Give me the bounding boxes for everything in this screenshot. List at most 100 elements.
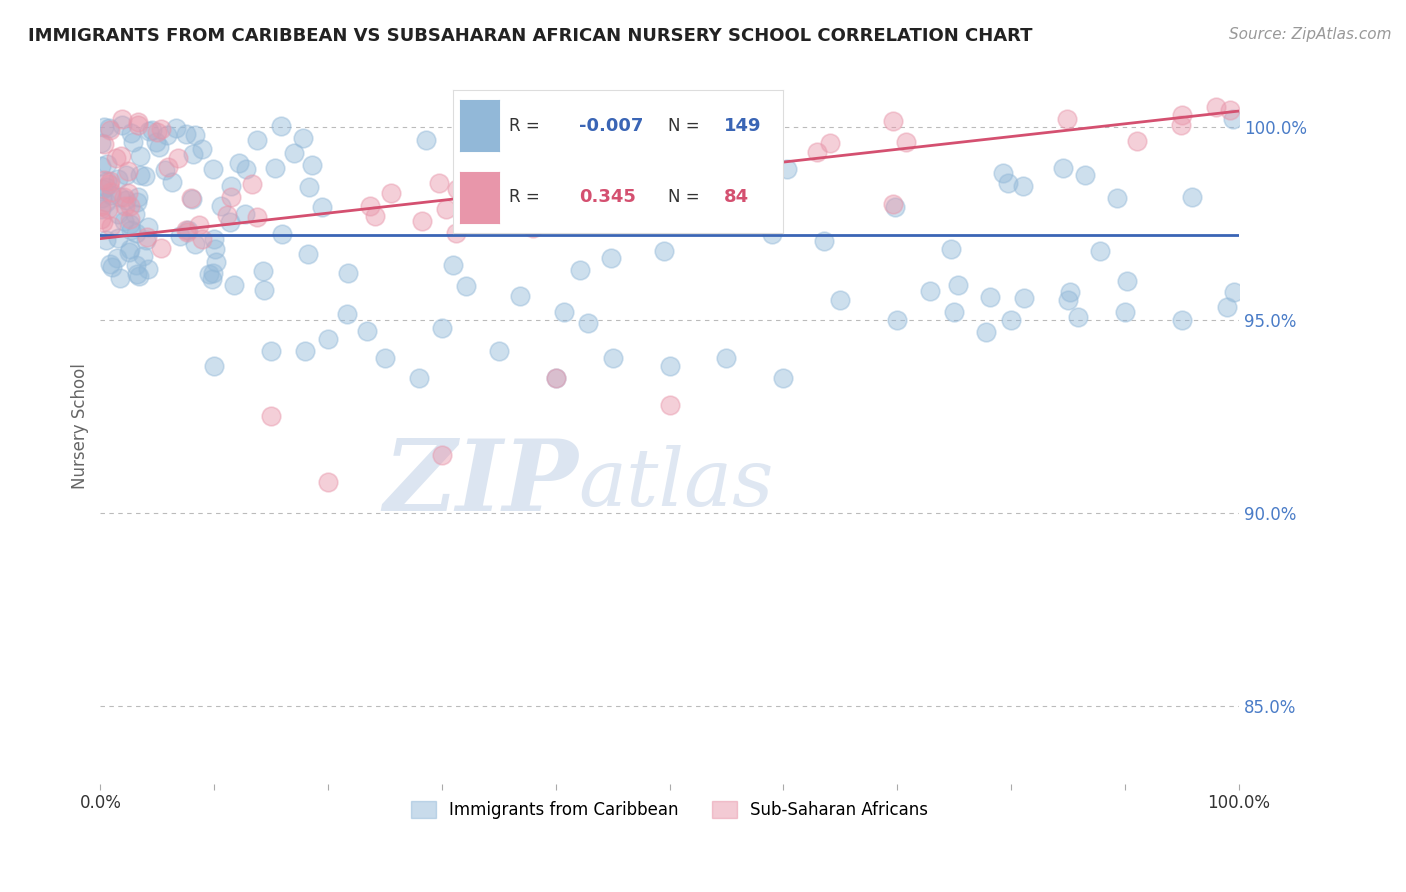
Point bbox=[672, 199, 695, 213]
Y-axis label: Nursery School: Nursery School bbox=[72, 363, 89, 489]
Point bbox=[658, 158, 681, 172]
Point bbox=[235, 162, 257, 177]
Point bbox=[1115, 275, 1137, 289]
Point bbox=[105, 251, 128, 265]
Point bbox=[359, 198, 381, 212]
Point bbox=[115, 193, 138, 207]
Point bbox=[441, 258, 464, 272]
Point bbox=[1000, 313, 1022, 327]
Point bbox=[1105, 191, 1128, 205]
Point bbox=[576, 180, 599, 194]
Point bbox=[364, 209, 387, 223]
Point bbox=[97, 121, 120, 136]
Point bbox=[894, 135, 917, 149]
Point bbox=[190, 232, 212, 246]
Point bbox=[775, 162, 797, 177]
Point bbox=[488, 201, 510, 215]
Point bbox=[298, 180, 321, 194]
Point bbox=[134, 169, 156, 183]
Point bbox=[884, 200, 907, 214]
Point bbox=[165, 120, 187, 135]
Point bbox=[716, 351, 738, 366]
Point bbox=[121, 135, 143, 149]
Point bbox=[94, 179, 117, 194]
Point bbox=[107, 172, 129, 186]
Point bbox=[115, 168, 138, 182]
Point bbox=[451, 184, 474, 198]
Point bbox=[202, 359, 225, 374]
Point bbox=[297, 247, 319, 261]
Point bbox=[125, 267, 148, 281]
Point bbox=[114, 198, 136, 212]
Point bbox=[127, 190, 149, 204]
Point bbox=[117, 186, 139, 201]
Point bbox=[91, 214, 114, 228]
Point bbox=[882, 114, 904, 128]
Point bbox=[614, 192, 637, 206]
Point bbox=[434, 202, 457, 216]
Point bbox=[145, 136, 167, 150]
Point bbox=[180, 192, 202, 206]
Point bbox=[503, 192, 526, 206]
Point bbox=[1090, 244, 1112, 259]
Point bbox=[107, 231, 129, 245]
Point bbox=[90, 212, 112, 227]
Point bbox=[128, 169, 150, 183]
Point bbox=[979, 290, 1001, 304]
Point bbox=[380, 186, 402, 200]
Point bbox=[222, 277, 245, 292]
Point bbox=[1059, 285, 1081, 299]
Point bbox=[219, 179, 242, 194]
Point bbox=[184, 128, 207, 143]
Point bbox=[1067, 310, 1090, 324]
Point bbox=[1012, 291, 1035, 305]
Point bbox=[882, 197, 904, 211]
Point bbox=[135, 233, 157, 247]
Point bbox=[93, 120, 115, 134]
Point bbox=[1223, 285, 1246, 299]
Point bbox=[252, 263, 274, 277]
Point bbox=[246, 210, 269, 224]
Point bbox=[110, 149, 132, 163]
Point bbox=[202, 161, 225, 176]
Point bbox=[219, 189, 242, 203]
Point bbox=[920, 284, 942, 298]
Point bbox=[100, 187, 122, 202]
Point bbox=[90, 191, 112, 205]
Point bbox=[228, 155, 250, 169]
Point bbox=[1074, 168, 1097, 182]
Point bbox=[167, 151, 190, 165]
Point bbox=[246, 133, 269, 147]
Point bbox=[1170, 118, 1192, 132]
Point bbox=[204, 242, 226, 256]
Point bbox=[260, 409, 283, 424]
Point bbox=[112, 214, 135, 228]
Point bbox=[124, 258, 146, 272]
Point bbox=[427, 176, 450, 190]
Point bbox=[1171, 108, 1194, 122]
Point bbox=[658, 359, 681, 374]
Text: ZIP: ZIP bbox=[384, 435, 578, 532]
Point bbox=[294, 343, 316, 358]
Point bbox=[260, 343, 283, 358]
Point bbox=[818, 136, 841, 150]
Point bbox=[233, 207, 256, 221]
Point bbox=[202, 266, 225, 280]
Point bbox=[374, 351, 396, 366]
Point bbox=[1056, 112, 1078, 126]
Point bbox=[430, 448, 453, 462]
Point bbox=[148, 140, 170, 154]
Point bbox=[301, 158, 323, 172]
Point bbox=[761, 227, 783, 241]
Point bbox=[672, 141, 695, 155]
Point bbox=[112, 190, 135, 204]
Point bbox=[946, 277, 969, 292]
Point bbox=[191, 142, 214, 156]
Point bbox=[100, 185, 122, 199]
Point bbox=[100, 257, 122, 271]
Point bbox=[291, 131, 314, 145]
Point bbox=[97, 202, 120, 216]
Point bbox=[283, 145, 305, 160]
Point bbox=[157, 160, 180, 174]
Point bbox=[136, 262, 159, 277]
